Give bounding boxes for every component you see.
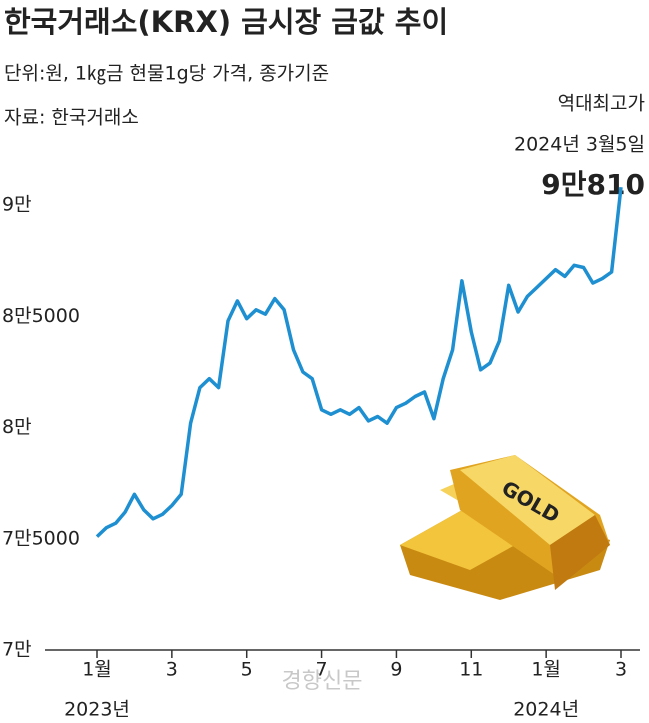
peak-label: 9만810 bbox=[541, 168, 645, 201]
gold-bars: GOLD bbox=[400, 455, 610, 600]
x-tick-label: 9 bbox=[390, 659, 402, 681]
x-tick-label: 5 bbox=[241, 659, 253, 681]
line bbox=[95, 187, 623, 538]
x-tick-label: 7 bbox=[316, 659, 328, 681]
chart-title: 한국거래소(KRX) 금시장 금값 추이 bbox=[4, 5, 448, 39]
x-tick-label: 11 bbox=[459, 659, 483, 681]
annotation: 역대최고가 bbox=[558, 93, 645, 115]
x-tick-label: 1월 bbox=[531, 659, 561, 681]
source: 자료: 한국거래소 bbox=[4, 107, 139, 129]
subtitle: 단위:원, 1㎏금 현물1g당 가격, 종가기준 bbox=[4, 63, 329, 85]
y-tick-label: 9만 bbox=[2, 194, 32, 216]
y-tick-label: 7만5000 bbox=[2, 527, 80, 549]
x-tick-label: 1월 bbox=[82, 659, 112, 681]
x-tick-label: 3 bbox=[166, 659, 178, 681]
y-tick-label: 8만5000 bbox=[2, 305, 80, 327]
annotation: 2024년 3월5일 bbox=[514, 134, 645, 156]
x-tick-label: 3 bbox=[615, 659, 627, 681]
watermark: 경향신문 bbox=[282, 669, 363, 694]
year-label: 2023년 bbox=[64, 699, 130, 721]
year-label: 2024년 bbox=[513, 699, 579, 721]
y-tick-label: 8만 bbox=[2, 416, 32, 438]
y-tick-label: 7만 bbox=[2, 639, 32, 661]
